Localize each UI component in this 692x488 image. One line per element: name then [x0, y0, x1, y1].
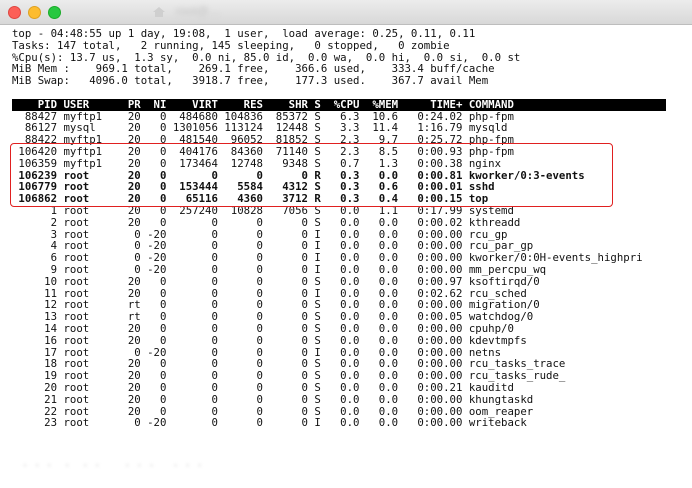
process-table-header: PID USER PR NI VIRT RES SHR S %CPU %MEM … [12, 98, 666, 111]
process-row: 12 root rt 0 0 0 0 S 0.0 0.0 0:00.00 mig… [12, 298, 540, 312]
process-row: 16 root 20 0 0 0 0 S 0.0 0.0 0:00.00 kde… [12, 333, 527, 347]
blurred-footer: . . . . . . . . . . . . [0, 458, 692, 488]
process-row: 17 root 0 -20 0 0 0 I 0.0 0.0 0:00.00 ne… [12, 345, 502, 359]
terminal-output[interactable]: top - 04:48:55 up 1 day, 19:08, 1 user, … [12, 28, 666, 429]
process-row: 19 root 20 0 0 0 0 S 0.0 0.0 0:00.00 rcu… [12, 369, 566, 383]
process-row: 22 root 20 0 0 0 0 S 0.0 0.0 0:00.00 oom… [12, 404, 534, 418]
uptime-line: top - 04:48:55 up 1 day, 19:08, 1 user, … [12, 27, 476, 40]
process-row: 4 root 0 -20 0 0 0 I 0.0 0.0 0:00.00 rcu… [12, 239, 534, 253]
process-row: 86127 mysql 20 0 1301056 113124 12448 S … [12, 121, 508, 135]
process-row: 106779 root 20 0 153444 5584 4312 S 0.3 … [12, 180, 495, 194]
tasks-line: Tasks: 147 total, 2 running, 145 sleepin… [12, 38, 450, 52]
blurred-footer-text: . . . . . . . . . . . . [10, 458, 203, 469]
process-row: 14 root 20 0 0 0 0 S 0.0 0.0 0:00.00 cpu… [12, 321, 514, 335]
process-row: 6 root 0 -20 0 0 0 I 0.0 0.0 0:00.00 kwo… [12, 251, 643, 265]
minimize-button-icon[interactable] [28, 6, 41, 19]
process-row: 10 root 20 0 0 0 0 S 0.0 0.0 0:00.97 kso… [12, 274, 540, 288]
process-row: 106359 myftp1 20 0 173464 12748 9348 S 0… [12, 156, 502, 170]
blank-line [12, 87, 666, 99]
process-row: 21 root 20 0 0 0 0 S 0.0 0.0 0:00.00 khu… [12, 392, 534, 406]
process-row: 3 root 0 -20 0 0 0 I 0.0 0.0 0:00.00 rcu… [12, 227, 508, 241]
process-row: 106862 root 20 0 65116 4360 3712 R 0.3 0… [12, 192, 489, 206]
process-row: 23 root 0 -20 0 0 0 I 0.0 0.0 0:00.00 wr… [12, 416, 527, 430]
process-row: 11 root 20 0 0 0 0 I 0.0 0.0 0:02.62 rcu… [12, 286, 527, 300]
process-row: 20 root 20 0 0 0 0 S 0.0 0.0 0:00.21 kau… [12, 380, 514, 394]
close-button-icon[interactable] [8, 6, 21, 19]
cpu-line: %Cpu(s): 13.7 us, 1.3 sy, 0.0 ni, 85.0 i… [12, 50, 521, 64]
process-row: 88422 myftp1 20 0 481540 96052 81852 S 2… [12, 133, 514, 147]
process-row: 88427 myftp1 20 0 484680 104836 85372 S … [12, 109, 514, 123]
process-row: 9 root 0 -20 0 0 0 I 0.0 0.0 0:00.00 mm_… [12, 262, 547, 276]
process-table: 88427 myftp1 20 0 484680 104836 85372 S … [12, 109, 666, 430]
process-row: 1 root 20 0 257240 10828 7056 S 0.0 1.1 … [12, 203, 514, 217]
process-row: 106239 root 20 0 0 0 0 R 0.3 0.0 0:00.81… [12, 168, 585, 182]
process-row: 2 root 20 0 0 0 0 S 0.0 0.0 0:00.02 kthr… [12, 215, 521, 229]
process-row: 13 root rt 0 0 0 0 S 0.0 0.0 0:00.05 wat… [12, 310, 534, 324]
window-titlebar[interactable]: root@… [0, 0, 692, 25]
home-folder-icon [153, 7, 165, 17]
process-row: 18 root 20 0 0 0 0 S 0.0 0.0 0:00.00 rcu… [12, 357, 566, 371]
process-row: 106420 myftp1 20 0 404176 84360 71140 S … [12, 144, 514, 158]
maximize-button-icon[interactable] [48, 6, 61, 19]
window-title: root@… [176, 4, 221, 18]
swap-line: MiB Swap: 4096.0 total, 3918.7 free, 177… [12, 74, 489, 88]
mem-line: MiB Mem : 969.1 total, 269.1 free, 366.6… [12, 62, 495, 76]
